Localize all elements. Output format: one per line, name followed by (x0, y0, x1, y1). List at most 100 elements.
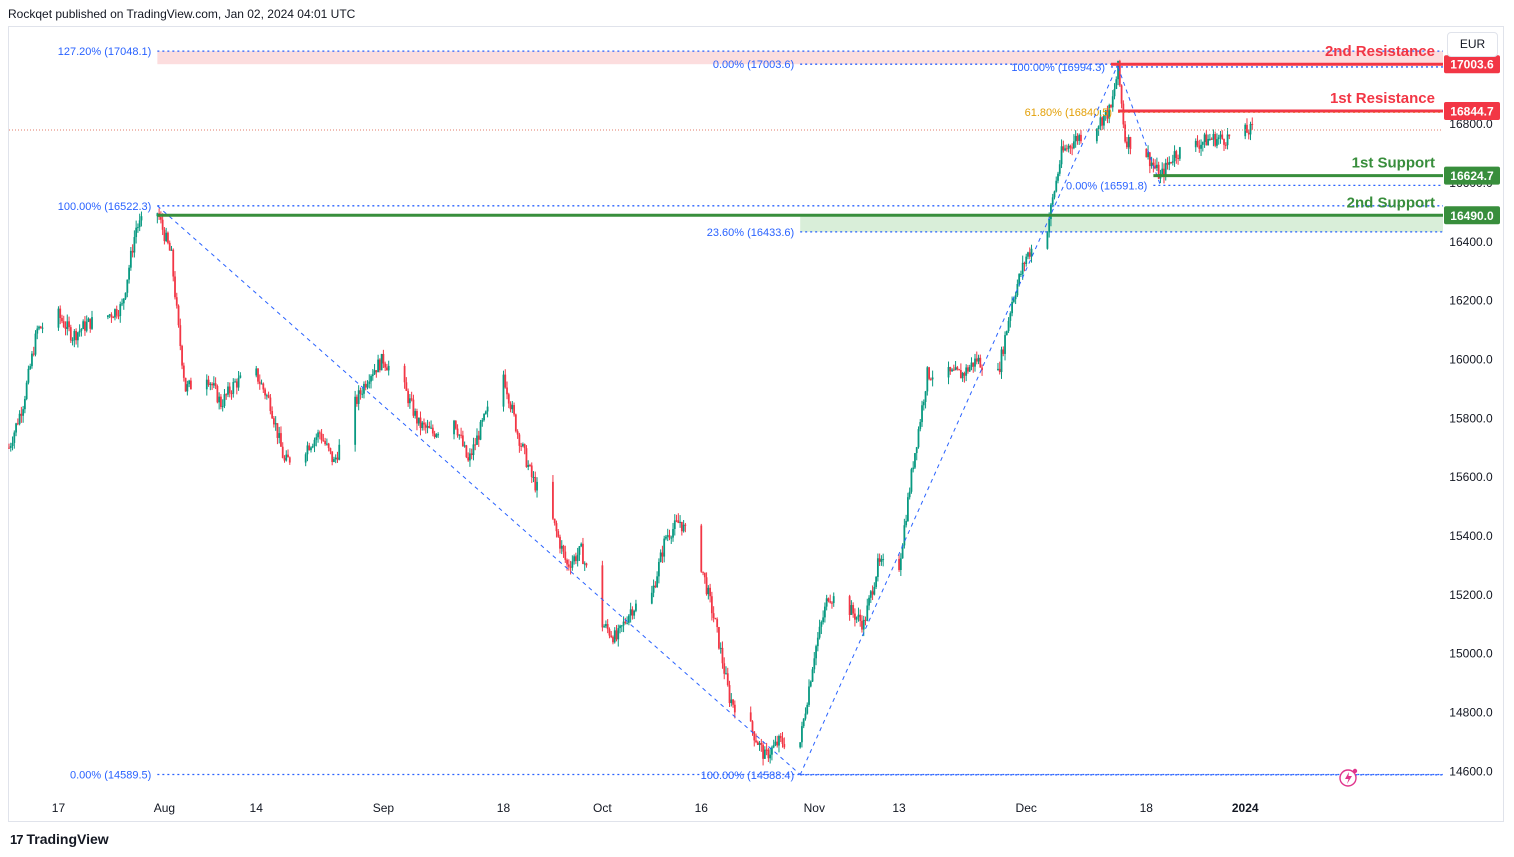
candle (31, 351, 33, 369)
candle-body (68, 321, 70, 328)
candle (963, 371, 966, 383)
candle-body (177, 305, 180, 326)
candle (606, 619, 609, 634)
candle-body (39, 326, 42, 329)
candle (1175, 149, 1178, 164)
candle (80, 328, 83, 337)
candle-body (656, 576, 659, 588)
candle-body (1198, 145, 1201, 149)
candle (1200, 139, 1202, 156)
candle (753, 730, 756, 747)
candle-body (114, 309, 116, 318)
currency-selector[interactable]: EUR (1447, 32, 1498, 57)
candle (850, 600, 853, 616)
tradingview-brand[interactable]: 17 TradingView (10, 831, 109, 847)
candle (189, 377, 192, 390)
candle (168, 240, 171, 251)
candle-body (721, 647, 724, 664)
candle-body (317, 432, 319, 438)
candle (506, 381, 508, 400)
candle (666, 528, 669, 542)
candle-body (1095, 129, 1098, 142)
candle (403, 363, 406, 389)
candle-body (915, 447, 918, 454)
candle (424, 422, 427, 434)
price-axis[interactable]: 14600.0 14800.0 15000.0 15200.0 15400.0 15600… (1449, 117, 1493, 778)
candle-body (325, 443, 328, 445)
candle-body (1203, 134, 1206, 143)
candle-body (467, 457, 470, 461)
candle-body (1194, 140, 1197, 148)
candle (555, 520, 558, 538)
candle (823, 602, 826, 623)
candle-body (163, 229, 166, 242)
candle (1080, 130, 1082, 144)
candle-body (382, 353, 385, 364)
candle-body (167, 232, 169, 243)
candle (516, 429, 519, 439)
candle-body (387, 365, 390, 371)
candle (605, 620, 607, 629)
candle (1002, 346, 1005, 357)
candle (209, 382, 212, 391)
candle-body (1150, 162, 1153, 167)
candle-body (509, 403, 512, 410)
candle (827, 597, 830, 603)
candle-body (255, 368, 258, 376)
candle-body (112, 317, 115, 319)
candle (709, 583, 712, 603)
candle-body (799, 742, 802, 748)
candle (981, 364, 983, 376)
candle-body (917, 429, 920, 448)
event-marker-icon[interactable] (1339, 768, 1358, 787)
candle (921, 400, 923, 427)
candle-body (952, 369, 955, 371)
candle-body (214, 383, 217, 387)
candle-body (862, 619, 865, 630)
candle (767, 747, 770, 763)
fib-label: 0.00% (14589.5) (70, 769, 151, 781)
candle-body (612, 637, 614, 643)
candle (878, 553, 881, 567)
candle-body (1117, 60, 1119, 80)
candle-body (947, 367, 950, 378)
candle (1217, 134, 1220, 145)
candle-body (73, 330, 76, 341)
candle-body (435, 434, 438, 437)
candle (861, 615, 863, 633)
candle (387, 360, 390, 376)
candle-body (1074, 135, 1077, 142)
candle (585, 562, 588, 568)
candle (1053, 190, 1056, 200)
candle (571, 555, 574, 571)
candle (11, 436, 14, 451)
candle (373, 364, 376, 376)
candle (815, 644, 817, 666)
time-axis[interactable]: 17 Aug 14 Sep 18 Oct 16 Nov 13 Dec 18 2024 (52, 801, 1259, 815)
candle-body (710, 596, 713, 614)
candle-body (1152, 162, 1155, 166)
candle-body (8, 447, 10, 449)
candle-body (732, 699, 734, 705)
candle-body (827, 598, 830, 602)
candle-body (679, 521, 681, 524)
candle (89, 318, 92, 333)
candle-body (174, 276, 176, 298)
candle-body (23, 398, 26, 410)
candle-body (1216, 139, 1218, 146)
candle-body (410, 398, 413, 400)
candle-body (375, 370, 378, 373)
candle (234, 378, 236, 383)
time-tick-label: 16 (695, 801, 709, 815)
candle (1216, 133, 1218, 149)
candle-body (274, 423, 277, 425)
candle (384, 361, 387, 372)
candle-body (779, 735, 782, 739)
candle (327, 442, 330, 452)
candle-body (431, 427, 434, 434)
candle-body (574, 556, 577, 562)
candle-body (1027, 252, 1029, 257)
candle-body (338, 444, 341, 460)
candle (1173, 145, 1176, 167)
